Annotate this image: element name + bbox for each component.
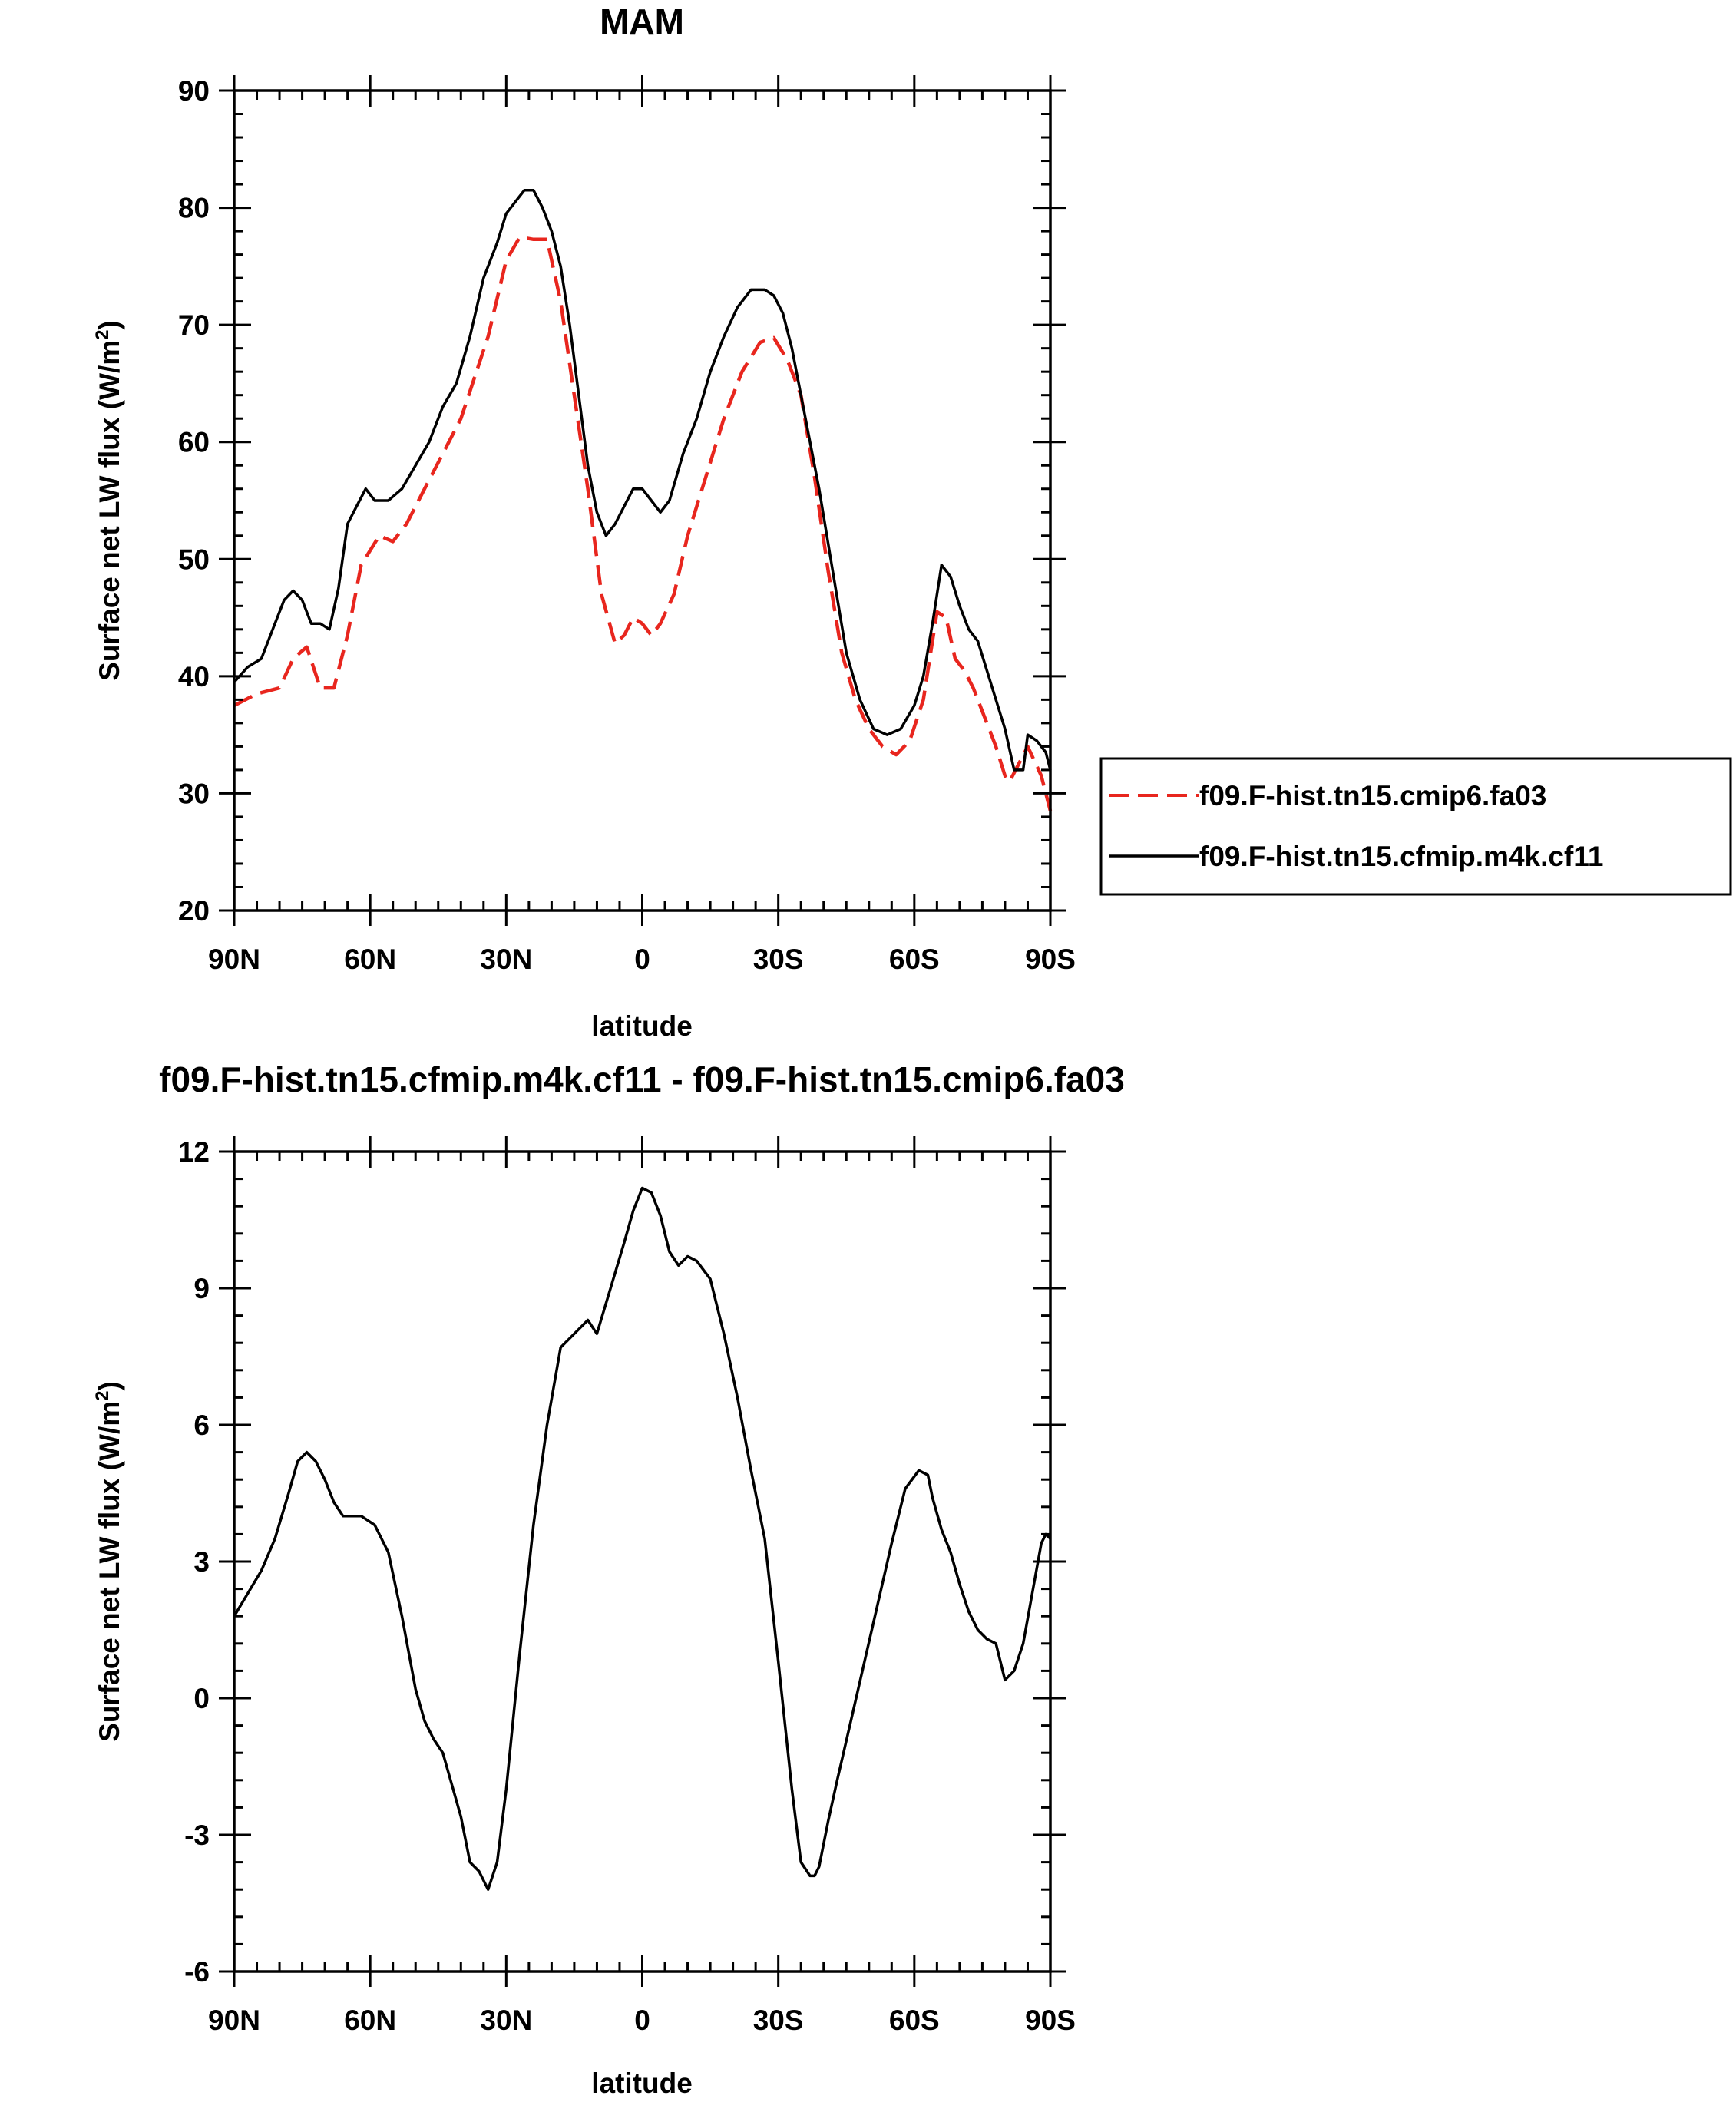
bottom-y-axis-label-close: ) — [94, 1381, 125, 1390]
bottom-y-tick-label: 0 — [193, 1683, 210, 1714]
bottom-x-tick-label: 30N — [480, 2005, 532, 2036]
bottom-series-lines — [233, 1186, 1052, 1891]
top-x-tick-label: 30S — [753, 944, 804, 975]
bottom-y-tick-label: -6 — [184, 1956, 210, 1988]
top-y-tick-label: 60 — [178, 427, 210, 458]
legend-box — [1099, 757, 1732, 896]
bottom-y-axis-label: Surface net LW flux (W/m2) — [92, 1381, 125, 1742]
top-y-tick-label: 20 — [178, 895, 210, 927]
bottom-x-tick-label: 90S — [1025, 2005, 1076, 2036]
top-y-tick-label: 30 — [178, 778, 210, 809]
top-x-tick-label: 60S — [889, 944, 940, 975]
top-y-axis-label-main: Surface net LW flux (W/m — [94, 340, 125, 681]
bottom-y-tick-label: 3 — [193, 1546, 210, 1578]
top-y-tick-labels: 20 30 40 50 60 70 80 90 — [178, 75, 210, 927]
bottom-x-tick-label: 0 — [634, 2005, 650, 2036]
top-y-axis-label: Surface net LW flux (W/m2) — [92, 320, 125, 681]
bottom-y-axis-label-main: Surface net LW flux (W/m — [94, 1401, 125, 1742]
top-x-tick-label: 90S — [1025, 944, 1076, 975]
top-x-tick-label: 90N — [208, 944, 260, 975]
bottom-x-tick-label: 60S — [889, 2005, 940, 2036]
bottom-x-tick-label: 90N — [208, 2005, 260, 2036]
bottom-y-tick-label: -3 — [184, 1819, 210, 1851]
bottom-x-axis-label: latitude — [591, 2067, 693, 2099]
bottom-series-line-0 — [233, 1186, 1052, 1891]
top-x-tick-labels: 90N 60N 30N 0 30S 60S 90S — [208, 944, 1076, 975]
legend: f09.F-hist.tn15.cmip6.fa03 f09.F-hist.tn… — [1099, 757, 1732, 896]
bottom-y-tick-label: 6 — [193, 1410, 210, 1441]
top-y-tick-label: 90 — [178, 75, 210, 107]
top-series-line-1 — [233, 188, 1052, 772]
top-axis-ticks — [219, 75, 1066, 926]
bottom-x-tick-label: 60N — [344, 2005, 396, 2036]
bottom-y-axis-label-sup: 2 — [92, 1390, 113, 1400]
top-y-axis-label-close: ) — [94, 320, 125, 329]
top-x-axis-label: latitude — [591, 1010, 693, 1042]
bottom-plot-frame — [233, 1150, 1052, 1973]
bottom-axis-ticks — [219, 1136, 1066, 1987]
top-plot-area: 90N 60N 30N 0 30S 60S 90S 20 30 40 50 60 70 80 90 — [178, 75, 1076, 975]
top-x-tick-label: 0 — [634, 944, 650, 975]
top-x-tick-label: 30N — [480, 944, 532, 975]
top-y-tick-label: 70 — [178, 309, 210, 341]
bottom-plot-area: 90N 60N 30N 0 30S 60S 90S -6 -3 0 3 6 9 12 — [178, 1136, 1076, 2036]
legend-label-fa03: f09.F-hist.tn15.cmip6.fa03 — [1199, 780, 1546, 811]
top-y-tick-label: 40 — [178, 661, 210, 692]
chart-top-panel: MAM 90N 60N 30N 0 30S 60S 90S 2030405060708090… — [92, 2, 1732, 1042]
bottom-x-tick-label: 30S — [753, 2005, 804, 2036]
chart-bottom-panel: f09.F-hist.tn15.cfmip.m4k.cf11 - f09.F-h… — [92, 1059, 1125, 2099]
top-y-tick-label: 50 — [178, 544, 210, 575]
top-x-tick-label: 60N — [344, 944, 396, 975]
legend-label-cf11: f09.F-hist.tn15.cfmip.m4k.cf11 — [1199, 841, 1603, 872]
bottom-y-tick-label: 12 — [178, 1136, 210, 1168]
top-plot-frame — [233, 89, 1052, 912]
top-y-tick-label: 80 — [178, 193, 210, 224]
bottom-x-tick-labels: 90N 60N 30N 0 30S 60S 90S — [208, 2005, 1076, 2036]
top-series-line-0 — [233, 235, 1053, 811]
chart-bottom-title: f09.F-hist.tn15.cfmip.m4k.cf11 - f09.F-h… — [159, 1059, 1125, 1099]
bottom-y-tick-labels: -6 -3 0 3 6 9 12 — [178, 1136, 210, 1988]
top-y-axis-label-sup: 2 — [92, 329, 113, 339]
top-series-lines — [233, 188, 1053, 811]
chart-top-title: MAM — [600, 2, 684, 41]
bottom-y-tick-label: 9 — [193, 1273, 210, 1304]
